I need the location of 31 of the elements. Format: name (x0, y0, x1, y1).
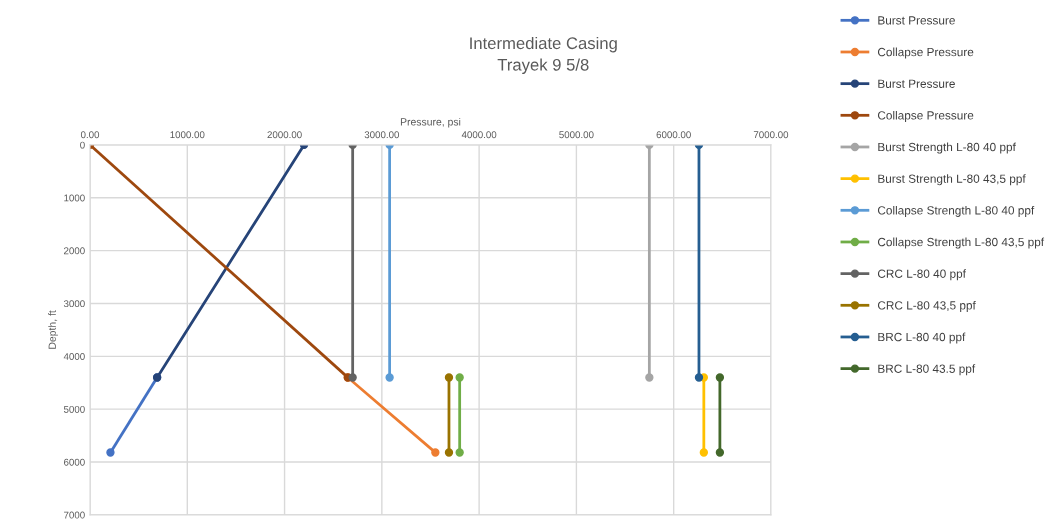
legend-label: Collapse Pressure (877, 110, 974, 122)
legend-label: Burst Strength L-80 40 ppf (878, 142, 1016, 154)
legend-label: BRC L-80 40 ppf (878, 332, 966, 344)
x-tick-label: 3000.00 (364, 131, 400, 139)
legend-label: Collapse Pressure (877, 47, 974, 59)
y-tick-label: 7000 (64, 511, 85, 519)
y-tick-label: 4000 (63, 353, 85, 360)
y-tick-label: 2000 (64, 247, 85, 255)
y-tick-label: 6000 (64, 458, 85, 466)
y-tick-label: 0 (80, 141, 85, 149)
y-axis-title: Depth, ft (48, 310, 58, 349)
chart-title: Intermediate Casing Trayek 9 5/8 (470, 36, 617, 74)
x-tick-label: 5000.00 (559, 131, 594, 139)
legend-label: Burst Pressure (878, 79, 955, 88)
y-tick-label: 5000 (63, 405, 85, 413)
legend-label: Collapse Strength L-80 43,5 ppf (877, 237, 1045, 249)
legend-label: Burst Pressure (878, 16, 955, 25)
legend-label: Collapse Strength L-80 40 ppf (877, 205, 1035, 217)
y-tick-label: 1000 (64, 194, 85, 202)
legend-label: BRC L-80 43.5 ppf (878, 364, 976, 376)
x-tick-label: 4000.00 (461, 131, 497, 139)
x-tick-label: 0.00 (80, 131, 100, 139)
legend-label: CRC L-80 43,5 ppf (877, 300, 976, 312)
y-tick-label: 3000 (63, 300, 85, 308)
x-tick-label: 7000.00 (753, 131, 789, 139)
legend-label: CRC L-80 40 ppf (877, 269, 966, 281)
x-tick-label: 6000.00 (656, 131, 691, 139)
x-tick-label: 2000.00 (267, 131, 302, 139)
x-tick-label: 1000.00 (170, 131, 205, 139)
x-axis-title: Pressure, psi (400, 117, 461, 128)
legend-label: Burst Strength L-80 43,5 ppf (878, 174, 1026, 186)
